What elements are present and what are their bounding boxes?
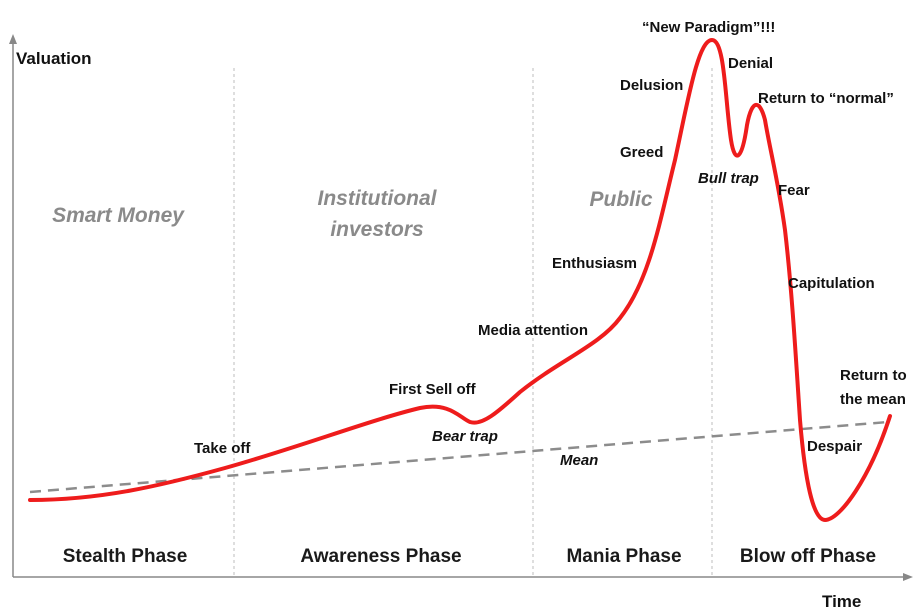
label-despair: Despair [807, 438, 862, 455]
label-first-sell-off: First Sell off [389, 381, 477, 398]
label-greed: Greed [620, 144, 663, 161]
label-return-to-mean-2: the mean [840, 391, 906, 408]
phase-dividers [233, 68, 713, 577]
label-new-paradigm: “New Paradigm”!!! [642, 19, 775, 36]
group-label-investors: investors [330, 218, 423, 241]
phase-labels: Stealth Phase Awareness Phase Mania Phas… [63, 546, 876, 567]
group-label-institutional: Institutional [318, 187, 438, 210]
group-label-public: Public [589, 188, 652, 211]
y-axis-arrow [9, 34, 17, 44]
label-media-attention: Media attention [478, 322, 588, 339]
label-delusion: Delusion [620, 77, 683, 94]
label-return-to-mean-1: Return to [840, 367, 907, 384]
label-capitulation: Capitulation [788, 275, 875, 292]
label-bull-trap: Bull trap [698, 170, 759, 187]
valuation-curve [28, 38, 892, 522]
y-axis-title: Valuation [16, 49, 92, 68]
phase-label-blow-off: Blow off Phase [740, 546, 876, 567]
label-return-to-normal: Return to “normal” [758, 90, 894, 107]
label-enthusiasm: Enthusiasm [552, 255, 637, 272]
phase-label-awareness: Awareness Phase [300, 546, 461, 567]
label-denial: Denial [728, 55, 773, 72]
group-label-smart-money: Smart Money [52, 204, 185, 227]
label-fear: Fear [778, 182, 810, 199]
label-take-off: Take off [194, 440, 251, 457]
stage-labels: Take off First Sell off Bear trap Mean M… [194, 19, 907, 469]
label-bear-trap: Bear trap [432, 428, 498, 445]
x-axis-arrow [903, 573, 913, 581]
phase-label-stealth: Stealth Phase [63, 546, 188, 567]
x-axis-title: Time [822, 592, 861, 611]
label-mean: Mean [560, 452, 598, 469]
axes: Valuation Time [9, 34, 913, 611]
phase-label-mania: Mania Phase [566, 546, 681, 567]
